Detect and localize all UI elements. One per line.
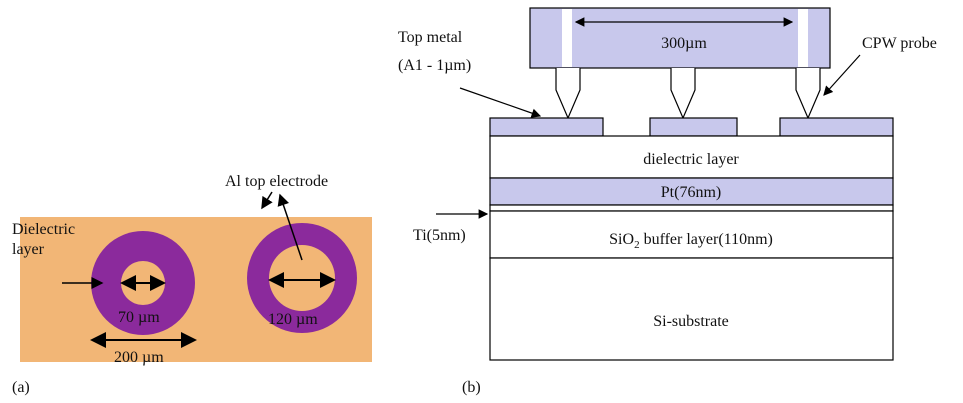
probe-strip	[798, 9, 808, 67]
layer-label: Pt(76nm)	[661, 184, 721, 201]
figure: Al top electrode Dielectric layer 70 µm …	[0, 0, 963, 403]
text-part: buffer layer(110nm)	[640, 231, 773, 248]
dimension-label: 70 µm	[118, 309, 160, 326]
top-metal-pad	[490, 118, 603, 136]
probe-tip	[556, 68, 580, 118]
probe-strip	[562, 9, 572, 67]
label: Al top electrode	[225, 173, 328, 190]
probe-tip	[671, 68, 695, 118]
ring-hole	[269, 245, 335, 311]
dimension-label: 120 µm	[268, 311, 318, 328]
text-part: SiO	[609, 231, 634, 248]
top-metal-pad	[780, 118, 893, 136]
layer-label: Ti(5nm)	[413, 227, 466, 244]
ti-layer	[490, 205, 893, 211]
pointer-arrow	[460, 88, 540, 116]
label: layer	[12, 241, 45, 258]
layer-label: Si-substrate	[653, 313, 729, 330]
dimension-label: 200 µm	[114, 349, 164, 366]
caption: (a)	[12, 379, 30, 396]
top-metal-pad	[650, 118, 737, 136]
panel-a: Al top electrode Dielectric layer 70 µm …	[12, 173, 372, 396]
label: Dielectric	[12, 221, 75, 238]
label: (A1 - 1µm)	[398, 57, 471, 74]
substrate-layer	[490, 258, 893, 360]
pointer-arrow	[262, 192, 272, 208]
caption: (b)	[462, 379, 481, 396]
label: CPW probe	[862, 35, 937, 52]
label: Top metal	[398, 29, 463, 46]
probe-tip	[796, 68, 820, 118]
dimension-label: 300µm	[661, 35, 707, 52]
layer-label: dielectric layer	[643, 151, 739, 168]
